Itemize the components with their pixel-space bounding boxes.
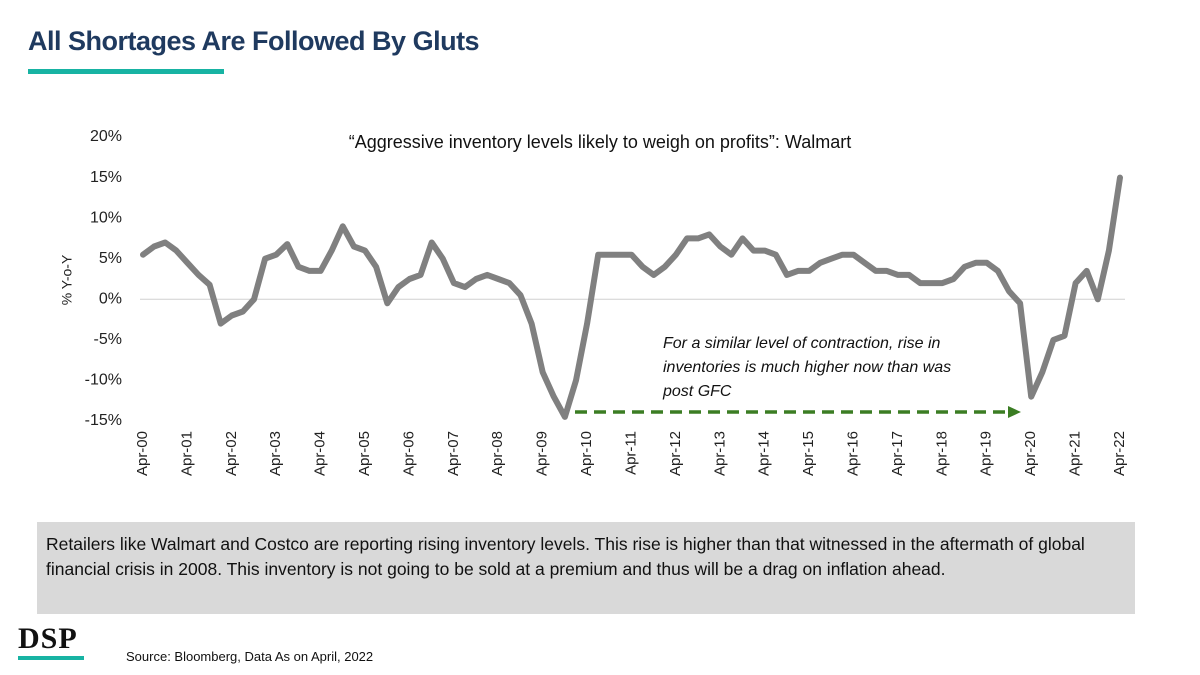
x-tick-label: Apr-05 [356, 431, 373, 476]
x-tick-label: Apr-18 [933, 431, 950, 476]
title-underline [28, 69, 224, 74]
x-tick-label: Apr-20 [1022, 431, 1039, 476]
y-tick-label: -15% [85, 412, 122, 429]
y-tick-label: 0% [99, 291, 122, 308]
annotation: post GFC [662, 383, 732, 400]
annotation: inventories is much higher now than was [663, 359, 951, 376]
x-tick-label: Apr-22 [1111, 431, 1128, 476]
source: Source: Bloomberg, Data As on April, 202… [126, 649, 374, 664]
annotation-arrowhead [1008, 406, 1021, 418]
x-tick-label: Apr-19 [978, 431, 995, 476]
footer-text: Retailers like Walmart and Costco are re… [37, 522, 1135, 614]
y-tick-label: 15% [90, 169, 122, 186]
x-tick-label: Apr-06 [400, 431, 417, 476]
x-tick-label: Apr-11 [622, 431, 639, 475]
x-tick-label: Apr-10 [578, 431, 595, 476]
x-tick-label: Apr-16 [845, 431, 862, 476]
x-tick-label: Apr-03 [267, 431, 284, 476]
data-line [140, 174, 1123, 420]
x-tick-label: Apr-09 [534, 431, 551, 476]
y-tick-label: 20% [90, 128, 122, 145]
logo-underline [18, 656, 84, 660]
y-tick-label: 5% [99, 250, 122, 267]
annotation: For a similar level of contraction, rise… [663, 335, 941, 352]
y-tick-label: -5% [94, 331, 122, 348]
y-tick-label: 10% [90, 209, 122, 226]
x-tick-label: Apr-13 [711, 431, 728, 476]
y-tick-label: -10% [85, 372, 122, 389]
x-tick-label: Apr-00 [134, 431, 151, 476]
logo: DSP [18, 622, 78, 655]
x-tick-label: Apr-07 [445, 431, 462, 476]
x-tick-label: Apr-02 [223, 431, 240, 476]
x-tick-label: Apr-15 [800, 431, 817, 476]
slide-title: All Shortages Are Followed By Gluts [28, 26, 480, 56]
chart-title: “Aggressive inventory levels likely to w… [349, 132, 852, 152]
x-tick-label: Apr-14 [756, 431, 773, 476]
x-tick-label: Apr-21 [1067, 431, 1084, 476]
x-tick-label: Apr-04 [312, 431, 329, 476]
y-axis-label: % Y-o-Y [59, 254, 75, 305]
x-tick-label: Apr-01 [178, 431, 195, 476]
x-tick-label: Apr-08 [489, 431, 506, 476]
x-tick-label: Apr-12 [667, 431, 684, 476]
x-tick-label: Apr-17 [889, 431, 906, 476]
